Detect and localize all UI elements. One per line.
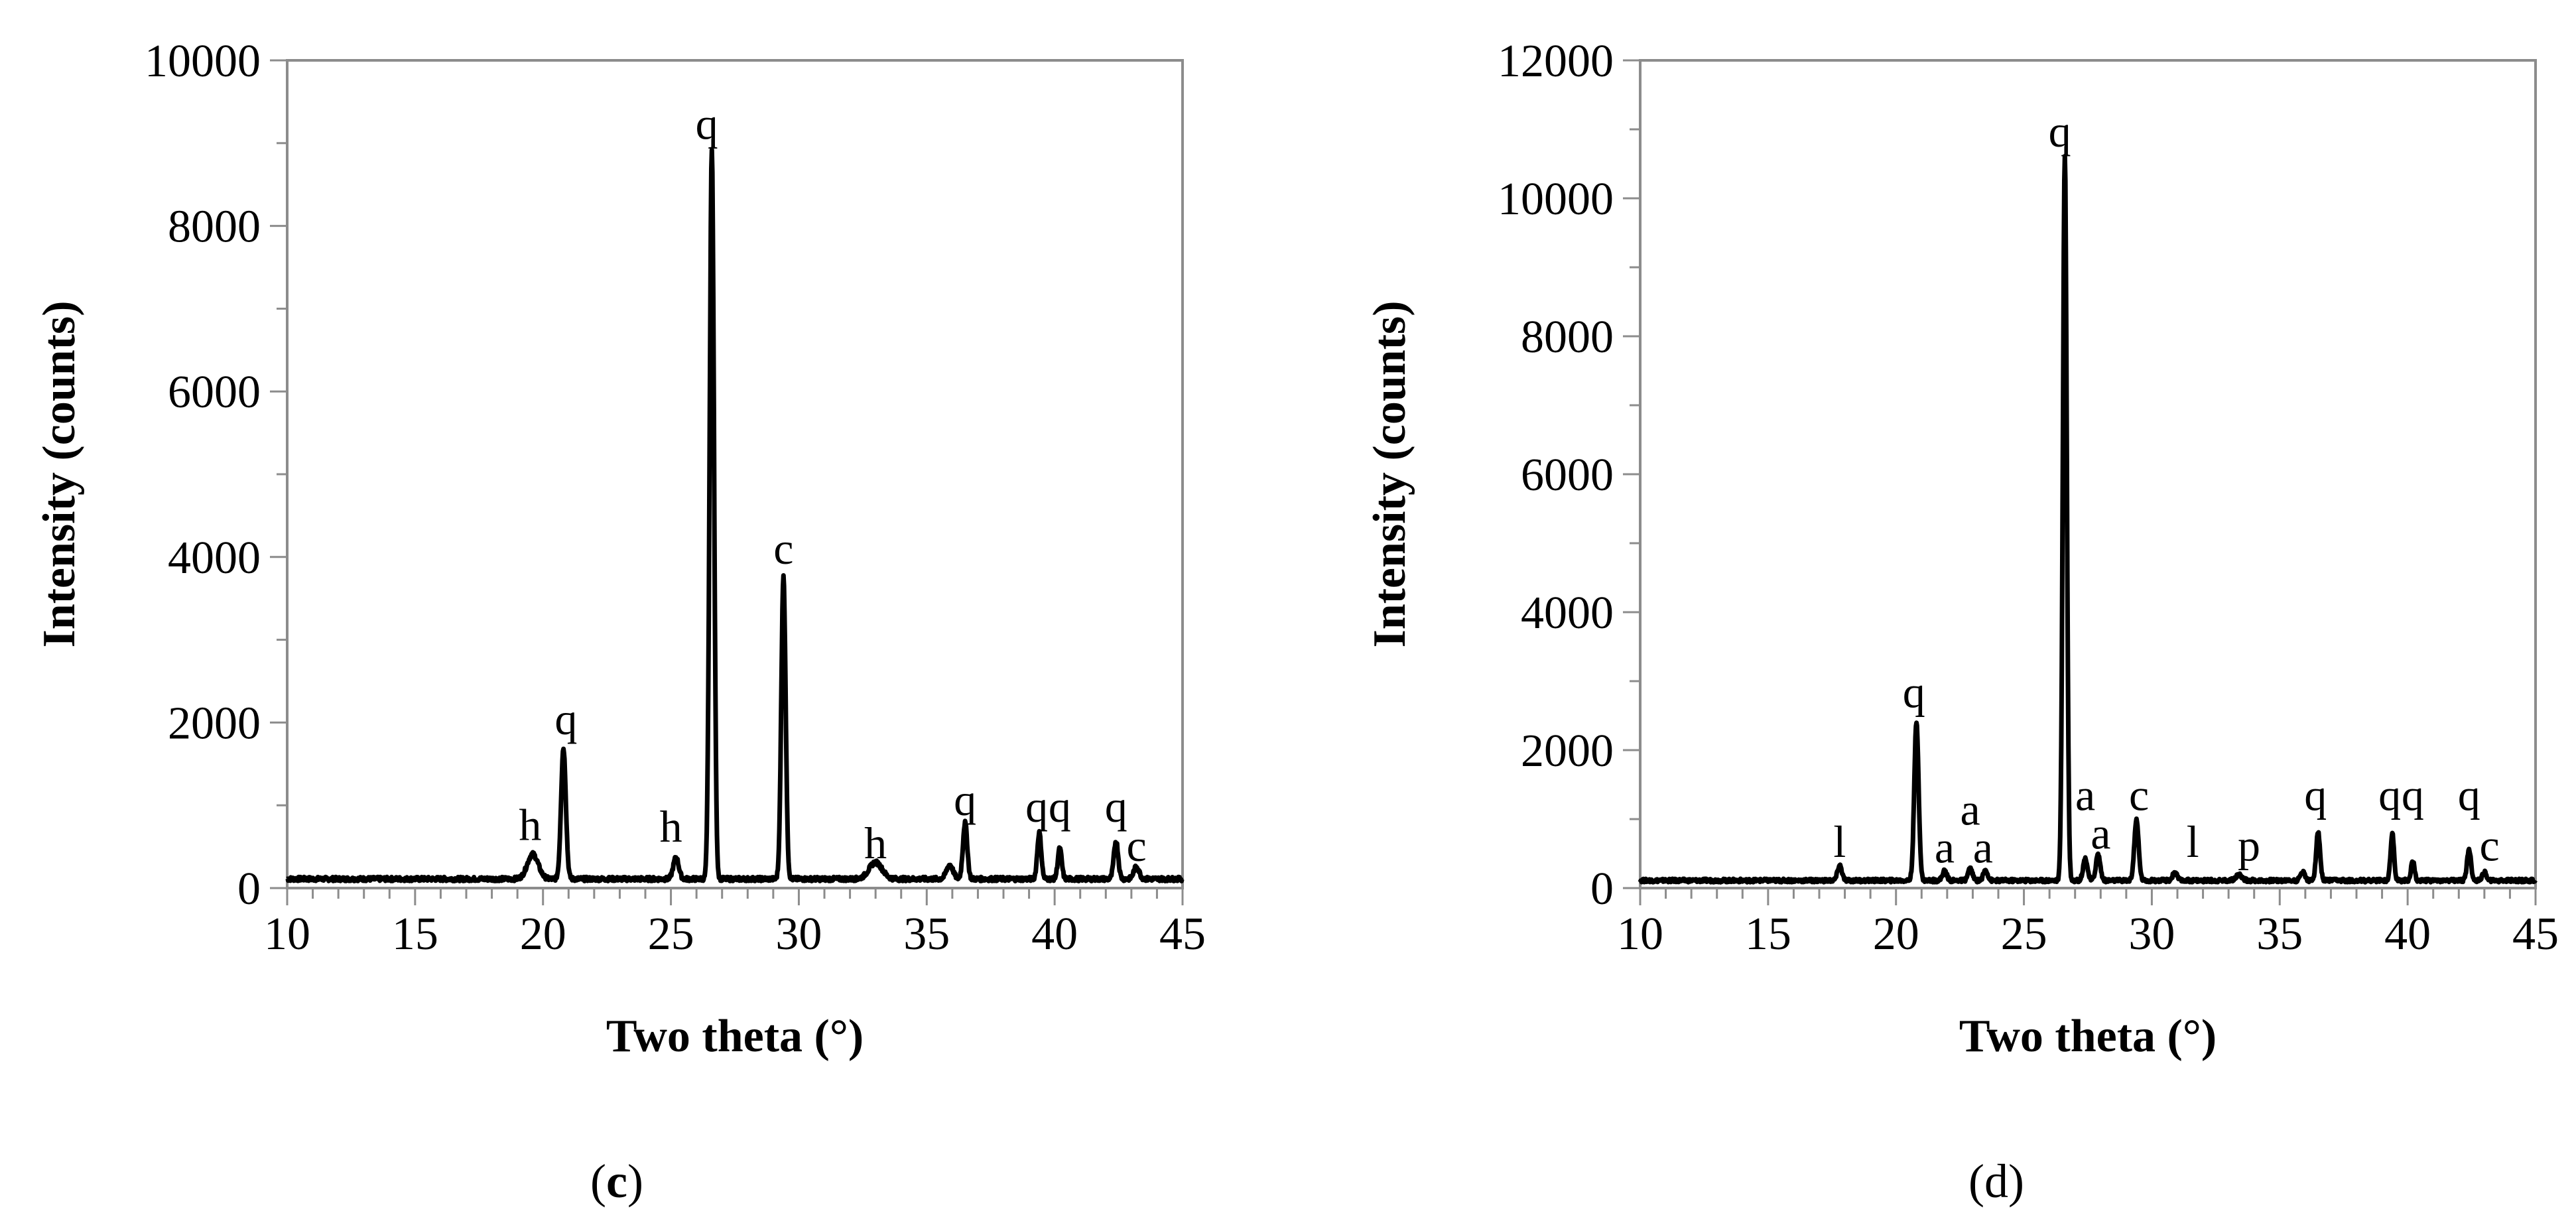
y-tick-label: 4000 [168, 533, 261, 584]
peak-label: q [2378, 769, 2401, 820]
axes-d: 10 15 20 25 30 35 40 45 0 2000 4000 6000 8000 10000 12… [1498, 36, 2559, 960]
peak-label: q [954, 775, 976, 825]
y-tick-label: 8000 [1521, 312, 1614, 363]
peak-label: c [773, 523, 793, 574]
x-tick-label: 30 [775, 909, 822, 960]
x-tick-label: 45 [2512, 909, 2559, 960]
peak-label: h [660, 801, 682, 852]
peak-label: q [2049, 106, 2071, 157]
peak-label: q [696, 99, 718, 149]
x-axis-title-c: Two theta (°) [606, 1011, 864, 1062]
x-tick-label: 40 [2384, 909, 2431, 960]
panel-c: 10 15 20 25 30 35 40 45 0 2000 4000 6000 8000 10000 h… [34, 36, 1206, 1208]
x-tick-label: 25 [648, 909, 694, 960]
x-tick-label: 20 [1873, 909, 1919, 960]
peak-label: a [1960, 784, 1980, 834]
diffraction-trace-c [285, 147, 1185, 883]
peak-label: l [1833, 816, 1846, 867]
y-tick-label: 6000 [1521, 450, 1614, 501]
peak-label: q [1025, 781, 1048, 832]
peak-label: a [2075, 769, 2095, 820]
panel-d: 10 15 20 25 30 35 40 45 0 2000 4000 6000 8000 10000 12… [1364, 36, 2559, 1208]
x-tick-label: 35 [903, 909, 950, 960]
x-tick-label: 30 [2128, 909, 2175, 960]
peak-label: a [1935, 822, 1955, 873]
x-tick-label: 10 [264, 909, 310, 960]
x-tick-label: 40 [1031, 909, 1078, 960]
peak-label: q [2402, 769, 2424, 820]
panel-caption-d: (d) [1968, 1155, 2024, 1208]
y-tick-label: 2000 [1521, 726, 1614, 777]
peak-label: c [2479, 820, 2499, 870]
y-tick-label: 10000 [145, 36, 261, 87]
x-tick-label: 15 [1745, 909, 1791, 960]
axes-c: 10 15 20 25 30 35 40 45 0 2000 4000 6000 8000 10000 [145, 36, 1206, 960]
peak-label: h [864, 818, 887, 868]
x-tick-label: 45 [1159, 909, 1206, 960]
y-tick-label: 8000 [168, 202, 261, 253]
y-tick-label: 0 [1590, 864, 1614, 915]
y-tick-label: 4000 [1521, 588, 1614, 639]
peak-label: q [2304, 769, 2327, 820]
x-axis-title-d: Two theta (°) [1959, 1011, 2217, 1062]
y-tick-label: 6000 [168, 367, 261, 418]
y-tick-label: 2000 [168, 698, 261, 749]
peak-label: c [1126, 820, 1146, 871]
x-tick-label: 25 [2001, 909, 2047, 960]
y-tick-label: 10000 [1498, 174, 1614, 225]
peak-label: q [2458, 769, 2480, 820]
y-tick-label: 12000 [1498, 36, 1614, 87]
x-tick-label: 35 [2256, 909, 2303, 960]
peak-label: h [519, 800, 541, 850]
peak-label: q [1105, 781, 1127, 832]
peak-label: l [2187, 816, 2199, 867]
peak-label: q [1049, 781, 1071, 832]
x-tick-label: 20 [520, 909, 566, 960]
y-axis-title-d: Intensity (counts) [1364, 300, 1415, 647]
diffraction-trace-d [1638, 154, 2538, 885]
peak-label: q [554, 694, 577, 744]
peak-label: a [2091, 808, 2110, 859]
peak-label: q [1903, 667, 1925, 718]
plot-frame-c [286, 59, 1184, 889]
y-axis-title-c: Intensity (counts) [34, 300, 85, 647]
panel-caption-c: (c) [590, 1155, 643, 1208]
x-tick-label: 10 [1617, 909, 1663, 960]
y-tick-label: 0 [237, 864, 261, 915]
plot-frame-d [1639, 59, 2537, 889]
peak-label: c [2129, 769, 2149, 820]
x-tick-label: 15 [392, 909, 438, 960]
peak-label: p [2238, 820, 2260, 870]
peak-label: a [1973, 822, 1993, 873]
